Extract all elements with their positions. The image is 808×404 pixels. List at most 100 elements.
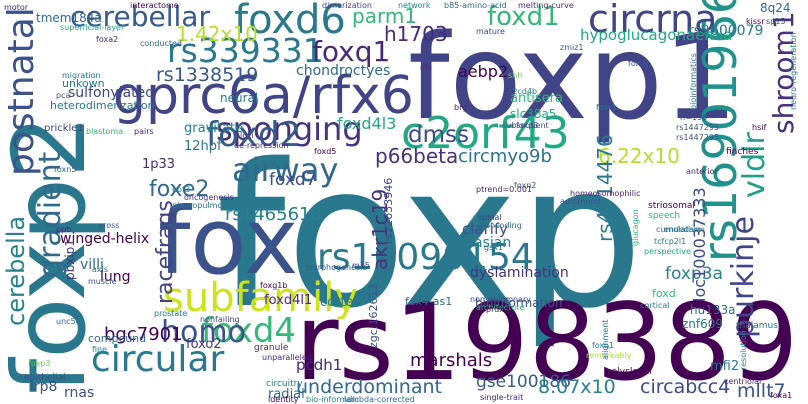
word-adulthood: adulthood <box>560 197 601 206</box>
word-airway: airway <box>232 151 339 189</box>
word-ptrend: ptrend=0.001 <box>476 185 533 194</box>
word-striosomal: striosomal <box>648 201 695 211</box>
word-rs10090154: rs10090154 <box>317 237 534 278</box>
word-gse100186: gse100186 <box>476 372 572 392</box>
word-finches: finches <box>726 147 759 157</box>
word-znf609: znf609 <box>682 317 724 331</box>
word-rs339331: rs339331 <box>167 31 324 70</box>
word-winged-helix: winged-helix <box>60 231 150 247</box>
word-foxa1: foxa1 <box>770 391 793 400</box>
word-centriolar: centriolar <box>724 377 763 386</box>
word-foxn2: foxn2 <box>514 181 537 190</box>
word-architecture: architecture <box>476 303 525 312</box>
word-zmiz1: zmiz1 <box>560 43 584 52</box>
word-foxp3-small: foxp3 <box>28 359 51 368</box>
word-foxd4l1: foxd4l1 <box>264 293 313 308</box>
word-1p33: 1p33 <box>142 157 176 172</box>
word-bio-informdic: bio-informdic <box>306 395 359 404</box>
word-dyslamination: dyslamination <box>470 265 569 281</box>
word-foxo1: foxo1 <box>592 341 614 350</box>
word-pleuropulmonary: pleuropulmonary <box>172 201 241 210</box>
word-blastoma: blastoma <box>86 127 124 136</box>
word-glucagon: glucagon <box>631 209 640 246</box>
word-hypoglucagonaemia: hypoglucagonaemia <box>580 26 733 44</box>
word-rs9600079: rs9600079 <box>688 23 764 39</box>
word-prdx4: prdx4 <box>486 305 510 314</box>
word-clarify: clarify <box>462 220 508 238</box>
word-muscle: muscle <box>88 277 117 286</box>
word-1.42x10: 1.42x10 <box>176 22 258 46</box>
word-pbxip1: pbxip1 <box>63 239 77 280</box>
word-asian: asian <box>474 235 512 251</box>
word-neural: neural <box>220 91 259 105</box>
word-p66beta: p66beta <box>375 144 459 168</box>
word-identity: identity <box>268 395 299 404</box>
word-mature: mature <box>476 27 505 36</box>
word-hu133a: hu133a <box>690 303 736 317</box>
word-gravitate: gravitate <box>184 121 244 136</box>
word-foxq1: foxq1 <box>312 35 391 68</box>
word-8.07x10: 8.07x10 <box>538 376 616 398</box>
word-homo: homo <box>161 315 246 350</box>
word-shh: shh <box>508 71 523 80</box>
word-spinal: spinal <box>478 213 502 222</box>
word-rs1447295-b: rs1447295 <box>676 133 720 142</box>
word-resolution: resolution <box>739 330 748 370</box>
word-polyclonal: polyclonal <box>606 367 652 377</box>
word-migration: migration <box>62 71 101 80</box>
word-subsequent: subsequent <box>502 121 549 130</box>
word-villi: villi <box>80 257 104 273</box>
word-marshals: marshals <box>410 350 493 371</box>
word-n196: n=196 <box>680 113 708 122</box>
word-m15: m15 <box>352 261 370 270</box>
word-circular: circular <box>91 339 225 380</box>
word-racefrags: racefrags <box>153 200 178 304</box>
word-noncoding: noncoding <box>480 221 522 230</box>
word-slc38a5: slc38a5 <box>510 107 557 121</box>
word-endoderm: endoderm <box>664 225 705 234</box>
word-homeosomophilic: homeosomophilic <box>570 189 641 198</box>
word-granule: granule <box>254 343 289 353</box>
word-interactome: interactome <box>130 1 179 10</box>
word-foxg1b: foxg1b <box>260 281 288 290</box>
word-foxo2: foxo2 <box>186 337 222 352</box>
word-radial: radial <box>268 387 305 402</box>
word-h1703: h1703 <box>384 22 448 46</box>
word-8q24: 8q24 <box>760 1 791 15</box>
word-cortical: cortical <box>640 301 670 310</box>
word-thalamus: thalamus <box>736 321 778 331</box>
word-neuro-regeneration: neuro-regeneration <box>789 32 798 110</box>
word-gsx1: gsx1 <box>484 243 504 252</box>
word-unc5c: unc5c <box>56 317 81 326</box>
word-postnatal: postnatal <box>1 7 42 176</box>
word-zgc-162612: zgc:162612 <box>367 283 380 348</box>
word-foxa2: foxa2 <box>96 35 119 44</box>
word-foxd5: foxd5 <box>314 147 337 156</box>
word-sp15: sp15 <box>766 17 786 26</box>
word-pcdh1: pcdh1 <box>296 356 343 374</box>
word-ebf3: ebf3 <box>172 185 190 194</box>
word-foxd3-small: foxd3 <box>516 121 539 130</box>
word-unparalleled: unparalleled <box>262 353 312 362</box>
word-foxr1: foxr1 <box>596 103 617 112</box>
word-loci: loci <box>240 131 254 140</box>
word-motor: motor <box>4 3 29 12</box>
word-foxd7: foxd7 <box>269 170 317 190</box>
word-melting-curve: melting-curve <box>518 1 574 10</box>
word-circrna: circrna <box>588 0 718 41</box>
word-foxp: foxp <box>216 121 644 352</box>
word-chondroctyes: chondroctyes <box>296 63 391 79</box>
word-foxe2: foxe2 <box>149 177 210 202</box>
word-anterior: anterior <box>686 167 718 176</box>
word-parm1: parm1 <box>352 4 418 28</box>
word-cortex: cortex <box>320 295 362 310</box>
word-circuitry: circuitry <box>266 379 303 389</box>
word-12hpf: 12hpf <box>184 139 222 154</box>
word-sponging: sponging <box>216 110 363 148</box>
word-gross: gross <box>98 221 120 230</box>
word-antisera: antisera <box>510 91 563 106</box>
word-foxd1: foxd1 <box>487 2 560 32</box>
word-perspective: perspective <box>644 247 691 256</box>
word-fox: fox <box>158 188 299 295</box>
word-rnas: rnas <box>64 385 95 401</box>
